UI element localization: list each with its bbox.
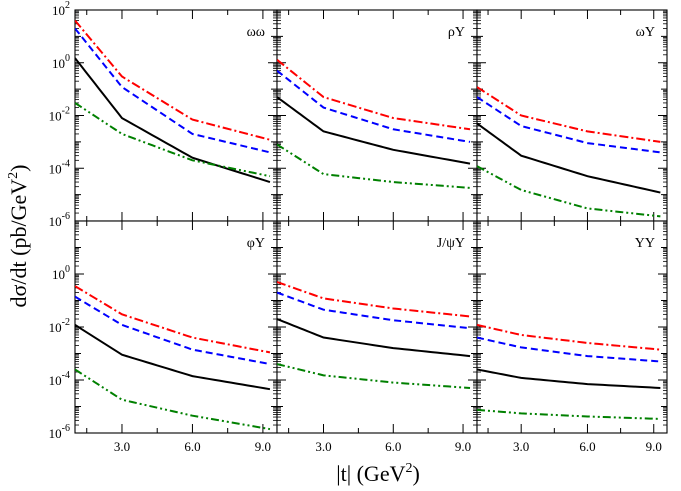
- x-tick-label: 9.0: [255, 439, 271, 454]
- x-tick-label: 3.0: [513, 439, 529, 454]
- series-line-2: [477, 96, 661, 154]
- panel-label: ΥΥ: [635, 236, 655, 251]
- series-line-1: [477, 323, 661, 351]
- series-line-4: [75, 368, 271, 431]
- series-line-3: [75, 324, 271, 391]
- series-line-3: [477, 122, 661, 194]
- panel-series: [277, 281, 471, 389]
- x-tick-label: 9.0: [646, 439, 662, 454]
- series-line-2: [277, 69, 471, 143]
- panel-1: ωω: [74, 9, 278, 222]
- panel-series: [477, 323, 661, 420]
- y-tick-label: 102: [52, 0, 70, 18]
- panel-frame: [74, 9, 278, 222]
- y-tick-label: 10-6: [49, 211, 70, 229]
- x-tick-labels: 3.0 6.0 9.0 3.0 6.0 9.0 3.0 6.0 9.0: [114, 439, 662, 454]
- x-tick-label: 6.0: [579, 439, 595, 454]
- panel-3: ωΥ: [476, 9, 668, 222]
- series-line-4: [477, 165, 661, 218]
- series-line-3: [477, 368, 661, 389]
- series-line-1: [277, 58, 471, 131]
- panel-frame: [276, 9, 478, 222]
- y-tick-label: 10-2: [49, 317, 70, 335]
- series-line-4: [477, 408, 661, 420]
- series-line-2: [477, 336, 661, 363]
- series-line-3: [277, 96, 471, 165]
- x-tick-label: 3.0: [114, 439, 130, 454]
- y-tick-labels: 102 100 10-2 10-4 10-6 100 10-2 10-4 10-6: [49, 0, 70, 441]
- series-line-4: [277, 143, 471, 189]
- y-tick-label: 10-4: [49, 158, 70, 176]
- panel-series: [277, 58, 471, 189]
- panel-frame: [276, 220, 478, 434]
- panel-frame: [74, 220, 278, 434]
- series-line-3: [75, 57, 271, 183]
- x-tick-label: 9.0: [455, 439, 471, 454]
- series-line-1: [75, 285, 271, 354]
- panel-series: [75, 285, 271, 431]
- x-axis-title: |t| (GeV2): [336, 461, 420, 486]
- series-line-2: [75, 27, 271, 154]
- x-tick-label: 6.0: [184, 439, 200, 454]
- panel-5: J/ψΥ: [276, 220, 478, 434]
- series-line-1: [75, 19, 271, 141]
- panel-series: [75, 19, 271, 183]
- y-tick-label: 10-2: [49, 106, 70, 124]
- panel-frame: [476, 9, 668, 222]
- series-line-3: [277, 318, 471, 358]
- panel-series: [477, 86, 661, 218]
- panel-label: ωΥ: [636, 25, 655, 40]
- panel-4: φΥ: [74, 220, 278, 434]
- y-tick-label: 100: [52, 53, 70, 71]
- x-tick-label: 6.0: [385, 439, 401, 454]
- panel-label: φΥ: [247, 236, 265, 251]
- y-tick-label: 10-4: [49, 370, 70, 388]
- series-line-1: [477, 86, 661, 143]
- panel-frame: [476, 220, 668, 434]
- panel-label: ρΥ: [448, 25, 465, 40]
- series-line-2: [75, 295, 271, 366]
- series-line-2: [277, 291, 471, 330]
- panel-6: ΥΥ: [476, 220, 668, 434]
- panel-2: ρΥ: [276, 9, 478, 222]
- y-tick-label: 10-6: [49, 423, 70, 441]
- y-axis-title: dσ/dt (pb/GeV2): [6, 165, 31, 308]
- series-line-4: [75, 102, 271, 178]
- series-line-1: [277, 281, 471, 318]
- x-tick-label: 3.0: [315, 439, 331, 454]
- panel-label: J/ψΥ: [437, 236, 465, 251]
- series-line-4: [277, 363, 471, 389]
- panel-label: ωω: [247, 25, 265, 40]
- panels-layer: ωω ρΥ ωΥ φΥ J/ψΥ ΥΥ: [74, 9, 668, 434]
- y-tick-label: 100: [52, 264, 70, 282]
